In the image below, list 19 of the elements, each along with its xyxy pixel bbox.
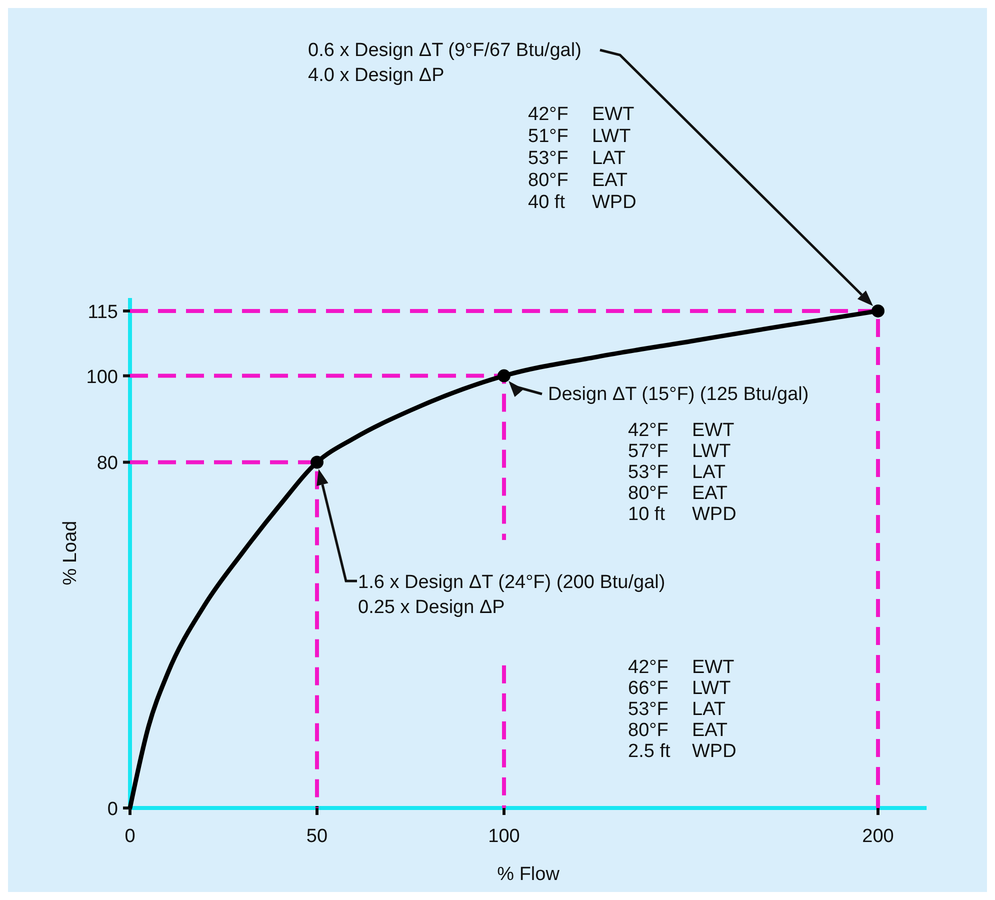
text: 42°F EWT 66°F LWT 53°F LAT 80°F EAT 2.5 ft WPD: [628, 657, 736, 762]
point: [310, 456, 324, 469]
y-axis-title: % Load: [60, 520, 81, 586]
x-tick-label: 50: [306, 826, 328, 847]
y-tick-label: 100: [86, 366, 118, 388]
point: [872, 304, 884, 318]
text: 0.6 x Design ΔT (9°F/67 Btu/gal) 4.0 x Design ΔP: [308, 40, 582, 86]
text: 42°F EWT 57°F LWT 53°F LAT 80°F EAT 10 ft WPD: [628, 420, 736, 525]
y-tick-label: 80: [96, 453, 118, 474]
x-axis-title: % Flow: [497, 864, 560, 885]
y-tick-label: 0: [107, 799, 118, 820]
y-tick-label: 115: [88, 302, 118, 323]
x-tick-label: 100: [488, 826, 520, 847]
x-tick-label: 0: [124, 826, 136, 847]
text: 42°F EWT 51°F LWT 53°F LAT 80°F EAT 40 ft WPD: [528, 104, 636, 213]
x-tick-label: 200: [862, 826, 894, 847]
annotation: Design ΔT (15°F) (125 Btu/gal): [548, 384, 809, 405]
point: [498, 369, 510, 382]
annotation: 1.6 x Design ΔT (24°F) (200 Btu/gal) 0.25 x Design ΔP: [358, 572, 666, 618]
